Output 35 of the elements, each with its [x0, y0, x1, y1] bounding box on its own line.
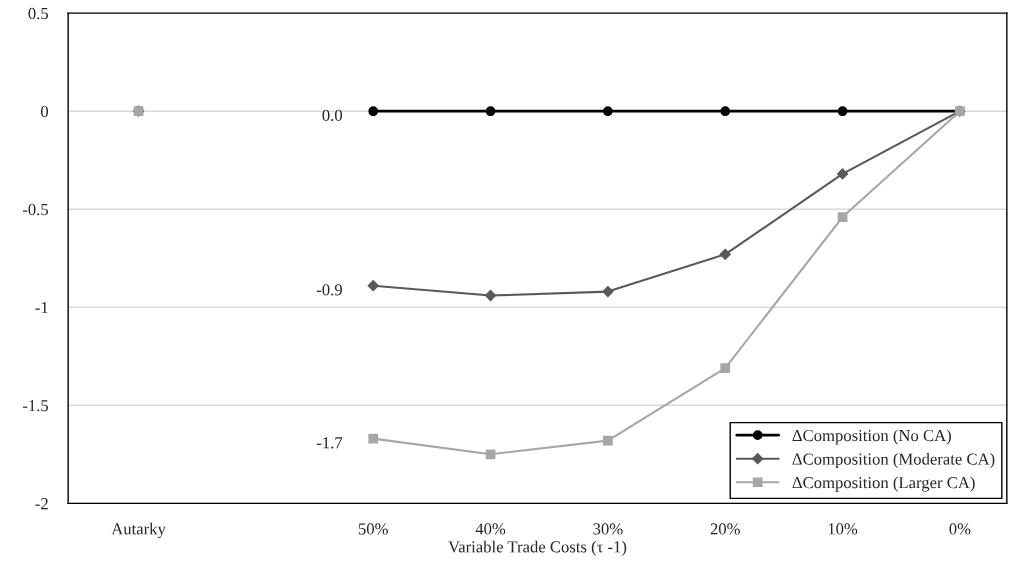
point — [368, 433, 379, 444]
y-tick-label: -1.5 — [22, 400, 49, 412]
point — [837, 212, 848, 222]
x-axis-title: Variable Trade Costs (τ -1) — [448, 540, 627, 556]
point — [367, 280, 379, 292]
annotation: -0.9 — [316, 284, 342, 296]
x-tick-label: 10% — [828, 523, 858, 535]
point — [836, 168, 849, 180]
annotation: 0.0 — [322, 109, 343, 121]
point — [602, 285, 614, 298]
legend-label: ΔComposition (Moderate CA) — [792, 452, 995, 469]
point — [484, 289, 497, 302]
point — [368, 106, 379, 117]
point — [603, 435, 613, 446]
point — [485, 449, 496, 460]
point — [720, 363, 731, 373]
x-tick-label: Autarky — [111, 522, 166, 538]
legend-label: ΔComposition (Larger CA) — [792, 476, 975, 492]
y-tick-label: -2 — [35, 498, 48, 510]
x-tick-label: 30% — [593, 523, 623, 535]
point — [837, 106, 848, 117]
point — [603, 106, 613, 117]
x-tick-label: 50% — [358, 523, 388, 535]
y-tick-label: 0 — [41, 105, 49, 118]
y-tick-label: 0.5 — [28, 7, 49, 20]
x-tick-label: 40% — [475, 523, 506, 535]
point — [719, 248, 731, 260]
legend-label: ΔComposition (No CA) — [792, 429, 951, 445]
point — [720, 106, 731, 117]
x-tick-label: 20% — [710, 523, 740, 535]
x-tick-label: 0% — [949, 523, 971, 535]
y-tick-label: -0.5 — [22, 203, 49, 216]
annotation: -1.7 — [316, 437, 343, 449]
y-tick-label: -1 — [35, 302, 48, 314]
point — [485, 106, 496, 117]
